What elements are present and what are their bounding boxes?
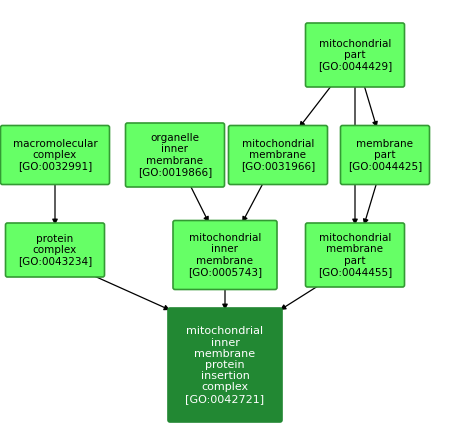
Text: mitochondrial
membrane
[GO:0031966]: mitochondrial membrane [GO:0031966] xyxy=(240,139,314,171)
FancyBboxPatch shape xyxy=(305,223,404,287)
Text: mitochondrial
membrane
part
[GO:0044455]: mitochondrial membrane part [GO:0044455] xyxy=(317,233,391,277)
Text: mitochondrial
inner
membrane
[GO:0005743]: mitochondrial inner membrane [GO:0005743… xyxy=(187,233,262,277)
FancyBboxPatch shape xyxy=(0,126,109,184)
FancyBboxPatch shape xyxy=(228,126,327,184)
Text: membrane
part
[GO:0044425]: membrane part [GO:0044425] xyxy=(347,139,421,171)
Text: protein
complex
[GO:0043234]: protein complex [GO:0043234] xyxy=(18,234,92,266)
Text: macromolecular
complex
[GO:0032991]: macromolecular complex [GO:0032991] xyxy=(13,139,97,171)
FancyBboxPatch shape xyxy=(5,223,104,277)
FancyBboxPatch shape xyxy=(305,23,404,87)
Text: mitochondrial
inner
membrane
protein
insertion
complex
[GO:0042721]: mitochondrial inner membrane protein ins… xyxy=(185,326,264,403)
FancyBboxPatch shape xyxy=(125,123,224,187)
Text: organelle
inner
membrane
[GO:0019866]: organelle inner membrane [GO:0019866] xyxy=(137,133,212,177)
FancyBboxPatch shape xyxy=(167,308,281,422)
Text: mitochondrial
part
[GO:0044429]: mitochondrial part [GO:0044429] xyxy=(317,39,391,71)
FancyBboxPatch shape xyxy=(172,220,276,290)
FancyBboxPatch shape xyxy=(340,126,429,184)
